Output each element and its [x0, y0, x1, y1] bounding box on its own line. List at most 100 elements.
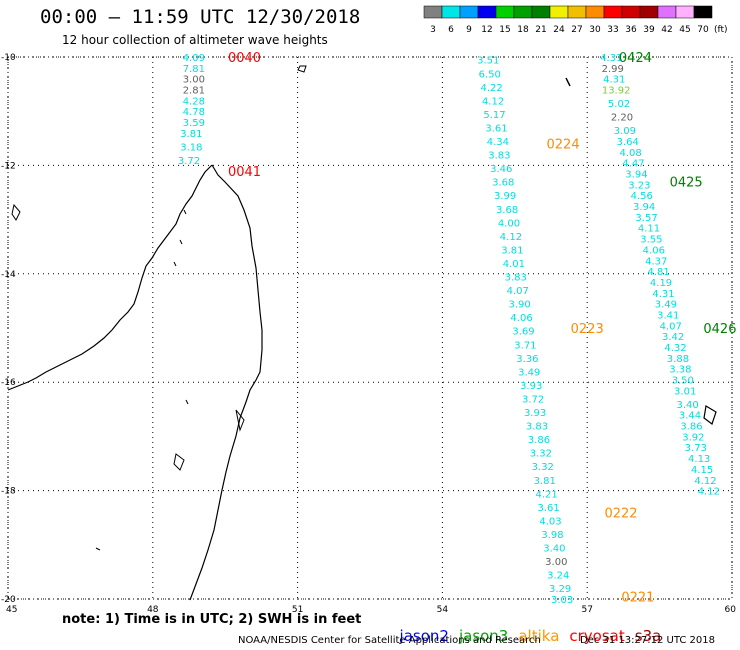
lat-tick-label: -16 [1, 378, 16, 388]
wave-height-value: 3.49 [655, 300, 677, 311]
pass-time-label: 0424 [619, 51, 652, 66]
wave-height-value: 4.56 [631, 191, 653, 202]
axis-tick-labels: 45 48 51 54 57 60 -10 -12 -14 -16 -18 -20 [1, 53, 736, 615]
wave-height-value: 3.83 [505, 273, 527, 284]
wave-height-value: 3.61 [537, 503, 559, 514]
colorbar-label: 12 [481, 25, 492, 35]
wave-height-value: 3.81 [534, 476, 556, 487]
wave-height-value: 3.49 [518, 367, 540, 378]
wave-height-value: 4.00 [498, 218, 520, 229]
wave-height-value: 4.31 [652, 289, 674, 300]
lon-tick-label: 51 [292, 605, 303, 615]
colorbar-swatch [693, 5, 713, 19]
legend-cryosat: cryosat [569, 627, 625, 645]
colorbar-label: 42 [661, 25, 672, 35]
wave-height-value: 3.94 [625, 170, 647, 181]
wave-height-value: 3.55 [640, 235, 662, 246]
colorbar-label: 27 [571, 25, 582, 35]
wave-height-value: 3.18 [180, 142, 202, 153]
pass-time-label: 0041 [228, 165, 261, 180]
wave-height-value: 4.32 [664, 343, 686, 354]
colorbar-label: 6 [448, 25, 454, 35]
pass-altika: 3.51 6.50 4.22 4.12 5.17 3.61 4.34 3.83 3.46 3.68… [477, 56, 654, 606]
wave-height-value: 3.86 [680, 422, 702, 433]
wave-height-value: 13.92 [602, 86, 631, 97]
wave-height-value: 4.12 [482, 96, 504, 107]
pass-time-label: 0224 [547, 138, 580, 153]
pass-time-label: 0426 [703, 322, 736, 337]
madagascar-coastline [7, 65, 717, 601]
pass-cryosat: 4.097.813.002.814.284.783.593.81 3.18 3.72… [178, 51, 261, 180]
colorbar-label: 18 [517, 25, 529, 35]
wave-height-value: 3.23 [628, 180, 650, 191]
wave-height-value: 3.32 [530, 449, 552, 460]
wave-height-value: 3.32 [532, 462, 554, 473]
wave-height-value: 3.94 [633, 202, 655, 213]
wave-height-value: 2.99 [602, 64, 624, 75]
wave-height-value: 3.57 [635, 213, 657, 224]
wave-height-value: 3.99 [494, 191, 516, 202]
wave-height-value: 3.46 [490, 164, 512, 175]
credit-text: NOAA/NESDIS Center for Satellite Applica… [238, 635, 541, 646]
colorbar-label: 9 [466, 25, 472, 35]
generated-timestamp: Dec 31 13:27:12 UTC 2018 [580, 635, 715, 646]
lon-tick-label: 57 [581, 605, 592, 615]
colorbar-label: 15 [499, 25, 510, 35]
wave-height-value: 4.15 [691, 465, 713, 476]
lon-tick-label: 48 [147, 605, 159, 615]
wave-height-value: 3.98 [541, 530, 563, 541]
colorbar-label: 30 [589, 25, 601, 35]
wave-height-value: 3.36 [516, 354, 538, 365]
lat-tick-label: -14 [1, 270, 16, 280]
wave-height-value: 4.28 [183, 96, 205, 107]
wave-height-value: 4.21 [536, 489, 558, 500]
wave-height-value: 3.68 [496, 205, 518, 216]
wave-height-value: 5.17 [483, 110, 505, 121]
wave-height-value: 3.42 [662, 332, 684, 343]
pass-time-label: 0223 [571, 322, 604, 337]
page-subtitle: 12 hour collection of altimeter wave hei… [62, 33, 328, 47]
pass-jason3: 4.312.994.3113.925.022.203.093.644.084.4… [600, 51, 736, 498]
lon-tick-label: 54 [437, 605, 449, 615]
wave-height-value: 4.34 [487, 137, 509, 148]
lon-tick-label: 45 [6, 605, 17, 615]
pass-time-label: 0040 [228, 51, 261, 66]
wave-height-value: 3.83 [526, 422, 548, 433]
satellite-legend: jason2 jason3 altika cryosat s3a [390, 609, 671, 645]
pass-time-label: 0221 [621, 590, 654, 605]
wave-height-value: 3.81 [501, 245, 523, 256]
wave-height-value: 3.71 [514, 340, 536, 351]
wave-height-value: 4.22 [480, 83, 502, 94]
wave-height-value: 4.31 [603, 75, 625, 86]
wave-height-value: 4.07 [507, 286, 529, 297]
wave-height-value: 3.51 [477, 56, 499, 67]
colorbar-label: 39 [643, 25, 655, 35]
wave-height-value: 4.11 [638, 224, 660, 235]
wave-height-value: 3.41 [657, 310, 679, 321]
wave-height-value: 3.68 [492, 178, 514, 189]
legend-jason3: jason3 [458, 627, 509, 645]
lat-tick-label: -18 [1, 487, 16, 497]
pass-time-label: 0222 [604, 506, 637, 521]
wave-height-value: 3.00 [183, 75, 205, 86]
lat-tick-label: -12 [1, 161, 16, 171]
wave-height-value: 4.81 [648, 267, 670, 278]
wave-height-value: 3.40 [543, 544, 565, 555]
wave-height-value: 4.13 [688, 454, 710, 465]
wave-height-value: 3.40 [676, 400, 698, 411]
wave-height-value: 4.09 [183, 53, 205, 64]
wave-height-value: 4.37 [645, 256, 667, 267]
wave-height-value: 3.86 [528, 435, 550, 446]
map-gridlines [7, 56, 733, 600]
wave-height-value: 4.06 [510, 313, 532, 324]
colorbar-label: 3 [430, 25, 436, 35]
wave-height-value: 5.02 [608, 99, 630, 110]
wave-height-colorbar: 3 6 9 12 15 18 21 24 27 30 33 36 39 42 45 70 (ft) [423, 5, 728, 35]
wave-height-value: 4.06 [643, 245, 665, 256]
wave-height-value: 3.72 [178, 156, 200, 167]
wave-height-value: 6.50 [479, 69, 501, 80]
legend-altika: altika [518, 627, 560, 645]
colorbar-label: 45 [679, 25, 690, 35]
wave-height-value: 3.59 [183, 118, 205, 129]
